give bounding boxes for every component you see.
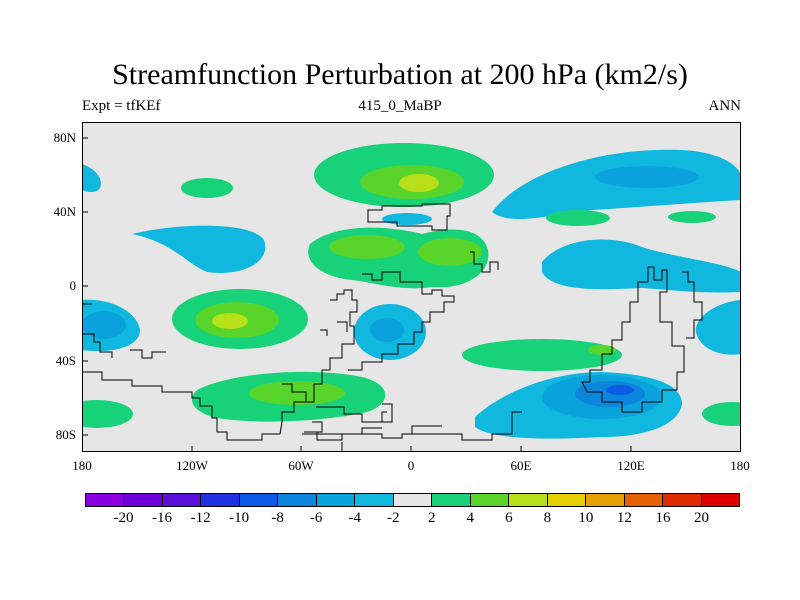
contour-pos-east-40s [462,339,622,371]
contour-neg-east [542,239,741,293]
contour-neg-se-inner [575,381,645,407]
contour-neg-central-inner [370,318,404,342]
colorbar-label: 2 [428,510,436,526]
colorbar-box [623,493,663,507]
x-tick-label: 60W [288,458,314,473]
contour-pos-south-central-inner [249,381,345,405]
colorbar-label: 20 [693,510,709,526]
colorbar-box [238,493,278,507]
colorbar-box [200,493,239,507]
colorbar-box [469,493,509,507]
x-tick-label: 120E [617,458,645,473]
contour-neg-east-mid [695,300,741,355]
colorbar [85,493,740,507]
colorbar-label: 10 [578,510,594,526]
map-svg [61,122,762,452]
colorbar-box [700,493,740,507]
contour-map [61,122,762,452]
contour-pos-sw-core [212,313,248,329]
contour-neg-nw [132,225,266,273]
plot-title: Streamfunction Perturbation at 200 hPa (… [112,58,688,91]
x-tick-label: 180 [730,458,750,473]
colorbar-label: 6 [505,510,513,526]
contour-neg-west-mid-inner [82,311,126,339]
colorbar-box [85,493,124,507]
colorbar-label: 8 [543,510,552,526]
colorbar-label: -6 [309,510,323,526]
axis-ticks [82,137,632,452]
contour-pos-central-left [329,235,405,259]
y-tick-label: 0 [69,278,77,293]
contour-neg-west-edge-top [82,164,101,192]
contour-pos-central-right [418,238,482,266]
colorbar-label: 4 [466,510,475,526]
y-tick-label: 40N [53,204,76,219]
colorbar-box [315,493,355,507]
contour-pos-nw [181,178,233,198]
colorbar-label: 16 [655,510,671,526]
case-label: 415_0_MaBP [358,98,442,114]
colorbar-label: -8 [271,510,284,526]
colorbar-box [161,493,201,507]
colorbar-label: -20 [113,510,134,526]
contour-neg-se-core [606,385,634,395]
y-tick-label: 80S [55,427,76,442]
colorbar-box [277,493,316,507]
colorbar-box [546,493,586,507]
colorbar-box [585,493,624,507]
contour-pos-east-40s-inner [588,345,616,355]
colorbar-box [431,493,470,507]
colorbar-label: -4 [348,510,361,526]
contour-neg-ne-inner [595,166,699,188]
x-tick-label: 120W [176,458,208,473]
colorbar-label: -16 [152,510,173,526]
x-tick-label: 180 [72,458,92,473]
colorbar-box [508,493,547,507]
y-tick-label: 40S [55,353,76,368]
colorbar-label: -12 [190,510,211,526]
x-tick-label: 60E [510,458,532,473]
season-label: ANN [708,98,742,114]
coastlines [82,203,703,452]
colorbar-box [392,493,432,507]
colorbar-label: 12 [616,510,632,526]
colorbar-box [662,493,701,507]
contour-neg-mid-north [382,213,432,225]
experiment-label: Expt = tfKEf [82,98,161,114]
colorbar-box [123,493,162,507]
colorbar-box [354,493,393,507]
contour-pos-north-core [399,174,439,192]
colorbar-label: -2 [386,510,400,526]
contour-pos-east-small [546,210,610,226]
y-tick-label: 80N [53,130,76,145]
colorbar-label: -10 [229,510,250,526]
contour-pos-east-small2 [668,211,716,223]
x-tick-label: 0 [407,458,415,473]
